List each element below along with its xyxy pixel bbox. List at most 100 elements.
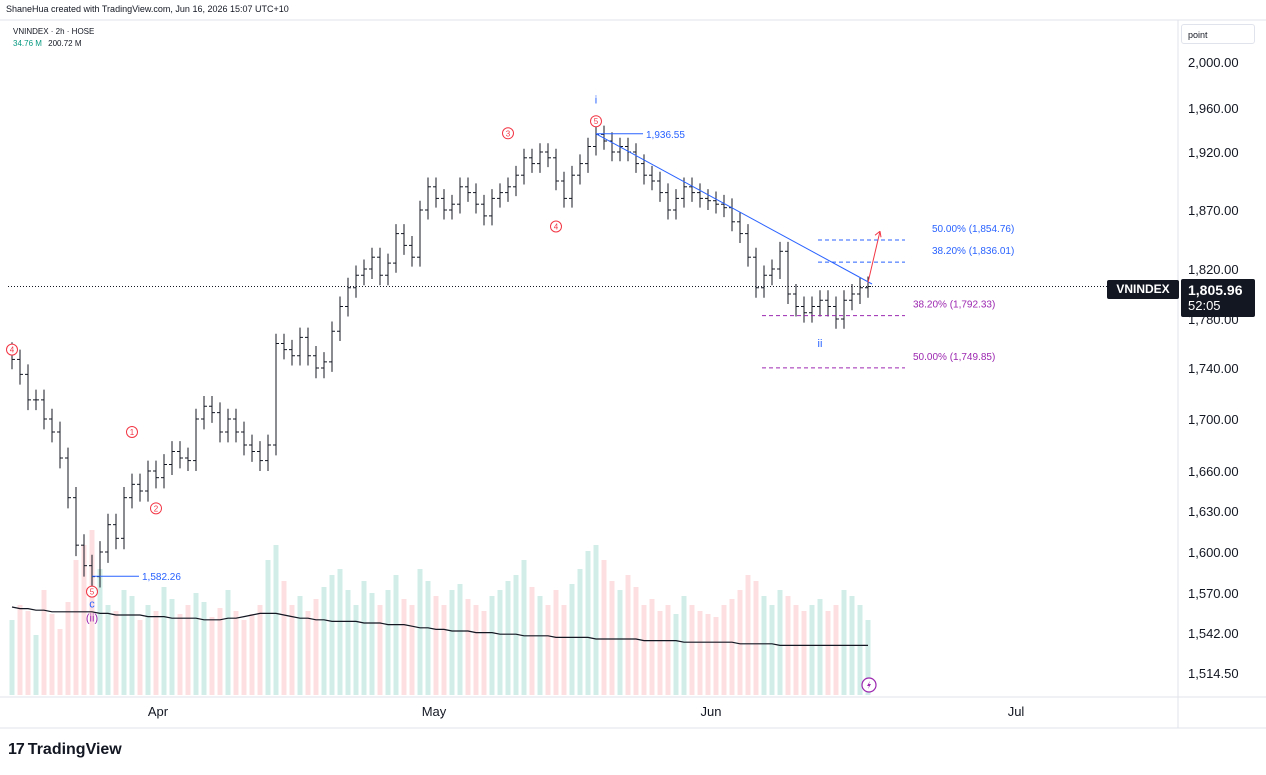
tradingview-logo[interactable]: 17 TradingView bbox=[8, 741, 122, 759]
ohlc-bar bbox=[745, 224, 751, 267]
ohlc-bar bbox=[57, 421, 63, 469]
price-label: 1,582.26 bbox=[142, 572, 181, 583]
ohlc-bar bbox=[409, 235, 415, 267]
wave-label: 3 bbox=[506, 129, 511, 138]
volume-bar bbox=[441, 605, 447, 695]
volume-bar bbox=[697, 611, 703, 695]
ohlc-bar bbox=[425, 177, 431, 220]
ohlc-bar bbox=[369, 247, 375, 279]
volume-bar bbox=[193, 593, 199, 695]
ohlc-bar bbox=[633, 143, 639, 173]
ohlc-bar bbox=[825, 290, 831, 317]
y-tick-label: 1,820.00 bbox=[1188, 262, 1239, 277]
volume-bar bbox=[665, 605, 671, 695]
volume-bar bbox=[825, 611, 831, 695]
wave-label-circle bbox=[6, 343, 18, 356]
ohlc-bar bbox=[249, 434, 255, 462]
volume-bar bbox=[633, 587, 639, 695]
volume-bar bbox=[233, 611, 239, 695]
volume-bar bbox=[577, 569, 583, 695]
volume-bar bbox=[153, 611, 159, 695]
volume-bar bbox=[249, 614, 255, 695]
ohlc-bar bbox=[841, 290, 847, 329]
volume-bar bbox=[337, 569, 343, 695]
ohlc-bar bbox=[225, 408, 231, 443]
ohlc-bar bbox=[33, 389, 39, 411]
ohlc-bar bbox=[561, 171, 567, 208]
price-scale-mode[interactable]: point bbox=[1181, 24, 1255, 44]
x-tick-label: Jul bbox=[1008, 704, 1025, 719]
ohlc-bar bbox=[121, 487, 127, 550]
volume-bar bbox=[729, 599, 735, 695]
wave-label-circle bbox=[590, 115, 602, 128]
volume-bar bbox=[713, 617, 719, 695]
ohlc-bar bbox=[377, 247, 383, 286]
volume-bar bbox=[489, 596, 495, 695]
ohlc-bar bbox=[473, 183, 479, 214]
volume-bar bbox=[801, 611, 807, 695]
y-tick-label: 1,700.00 bbox=[1188, 412, 1239, 427]
wave-label: 4 bbox=[10, 346, 15, 355]
wave-label-circle bbox=[126, 426, 138, 438]
wave-label: 1 bbox=[130, 428, 135, 437]
ohlc-bar bbox=[849, 284, 855, 311]
volume-bar bbox=[569, 584, 575, 695]
y-tick-label: 1,570.00 bbox=[1188, 586, 1239, 601]
ohlc-bar bbox=[705, 189, 711, 210]
ohlc-bar bbox=[673, 189, 679, 220]
volume-bar bbox=[505, 581, 511, 695]
volume-bar bbox=[401, 599, 407, 695]
ohlc-bar bbox=[857, 277, 863, 304]
y-tick-label: 1,542.00 bbox=[1188, 626, 1239, 641]
volume-bar bbox=[857, 605, 863, 695]
ohlc-bar bbox=[329, 321, 335, 372]
ohlc-bar bbox=[321, 352, 327, 379]
ohlc-bar bbox=[273, 333, 279, 456]
ohlc-bar bbox=[73, 487, 79, 557]
ohlc-bar bbox=[553, 148, 559, 191]
volume-bar bbox=[641, 605, 647, 695]
ohlc-bar bbox=[577, 154, 583, 185]
ohlc-bar bbox=[201, 396, 207, 430]
fib-level-label: 38.20% (1,792.33) bbox=[913, 300, 995, 311]
ohlc-bar bbox=[65, 447, 71, 509]
ohlc-bar bbox=[305, 327, 311, 366]
ohlc-bar bbox=[185, 447, 191, 471]
ohlc-bar bbox=[217, 402, 223, 443]
volume-bar bbox=[625, 575, 631, 695]
volume-bar bbox=[137, 620, 143, 695]
ohlc-bar bbox=[761, 265, 767, 298]
volume-bar bbox=[561, 605, 567, 695]
volume-bar bbox=[385, 590, 391, 695]
ohlc-bar bbox=[713, 191, 719, 214]
y-tick-label: 1,600.00 bbox=[1188, 545, 1239, 560]
ohlc-bar bbox=[865, 276, 871, 298]
volume-bar bbox=[201, 602, 207, 695]
current-price: 1,805.96 bbox=[1188, 282, 1243, 298]
price-label: 1,936.55 bbox=[646, 130, 685, 141]
ohlc-bar bbox=[257, 441, 263, 471]
wave-label-purple: (ii) bbox=[86, 613, 98, 625]
ohlc-bar bbox=[505, 177, 511, 202]
ohlc-bar bbox=[649, 165, 655, 191]
volume-bar bbox=[529, 587, 535, 695]
ohlc-bar bbox=[433, 177, 439, 208]
volume-bar bbox=[305, 611, 311, 695]
wave-label: 4 bbox=[554, 223, 559, 232]
ohlc-bar bbox=[241, 421, 247, 456]
ohlc-bar bbox=[129, 473, 135, 509]
ohlc-bar bbox=[145, 460, 151, 502]
fib-level-label: 50.00% (1,749.85) bbox=[913, 352, 995, 363]
y-tick-label: 2,000.00 bbox=[1188, 55, 1239, 70]
volume-bar bbox=[473, 605, 479, 695]
volume-bar bbox=[377, 605, 383, 695]
symbol-title[interactable]: VNINDEX · 2h · HOSE bbox=[13, 27, 95, 36]
volume-bar bbox=[241, 620, 247, 695]
volume-bar bbox=[9, 620, 15, 695]
ohlc-bar bbox=[729, 198, 735, 232]
volume-bar bbox=[369, 593, 375, 695]
volume-ma-value: 200.72 M bbox=[48, 39, 82, 48]
volume-bar bbox=[225, 590, 231, 695]
volume-bar bbox=[217, 608, 223, 695]
